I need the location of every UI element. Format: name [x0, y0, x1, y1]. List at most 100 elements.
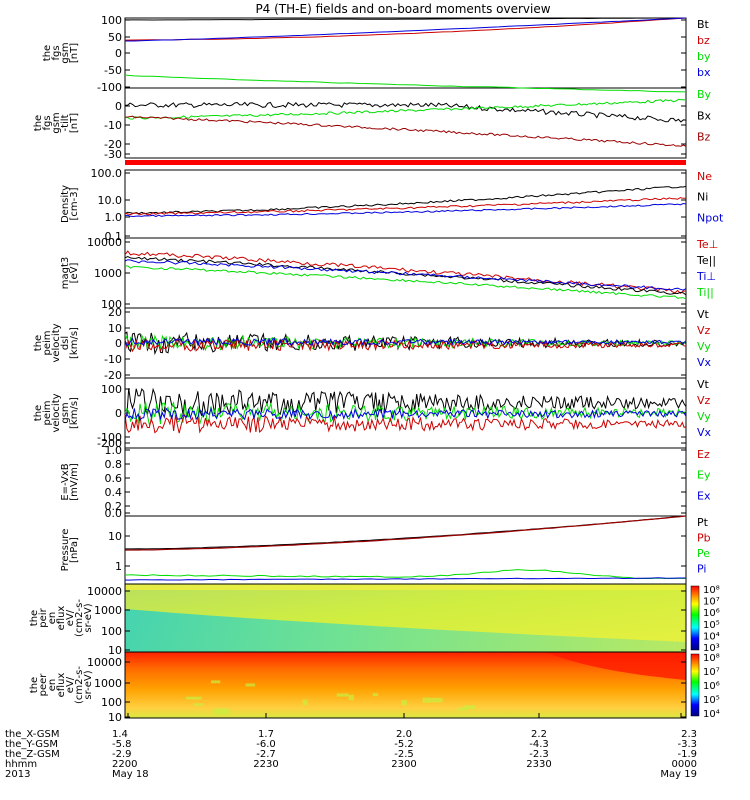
x-tick-label: 2.0	[396, 729, 412, 740]
x-tick-label: -4.3	[529, 739, 549, 750]
series-vz-dsl	[124, 337, 687, 353]
y-tick-label: 10000	[87, 585, 122, 598]
figure-title: P4 (TH-E) fields and on-board moments ov…	[255, 2, 550, 16]
series-pb	[124, 515, 687, 551]
x-tick-label: 0000	[672, 759, 697, 770]
x-tick-label: 2200	[112, 759, 137, 770]
y-tick-label: 0	[115, 407, 122, 420]
x-tick-label: -2.5	[394, 749, 414, 760]
y-axis-label: [nT]	[69, 43, 80, 63]
y-axis-label: the	[33, 405, 44, 421]
y-tick-label: 10	[108, 644, 122, 657]
series-te-par	[124, 256, 687, 296]
series-bx-gsm	[125, 101, 687, 123]
y-tick-label: 1.0	[105, 444, 123, 457]
y-tick-label: 100	[101, 383, 122, 396]
spectrogram-high-flux-band	[125, 652, 686, 680]
legend-vz: Vz	[697, 394, 711, 407]
y-tick-label: 0	[115, 100, 122, 113]
y-axis-label: Pressure	[60, 529, 71, 572]
colorbar-tick-label: 10⁷	[703, 597, 720, 608]
x-tick-label: -1.9	[677, 749, 697, 760]
y-tick-label: 0.4	[105, 486, 123, 499]
legend-vz: Vz	[697, 324, 711, 337]
legend-vx: Vx	[697, 426, 712, 439]
x-tick-label: -2.7	[256, 749, 276, 760]
spectrogram-patch	[464, 705, 475, 710]
legend-ti: Ti⊥	[696, 270, 716, 283]
y-axis-label: the	[29, 610, 40, 626]
spectrogram-patch	[348, 694, 354, 701]
y-tick-label: -100	[97, 81, 122, 94]
y-tick-label: -10	[104, 353, 122, 366]
y-axis-label: eV/	[65, 609, 76, 626]
y-axis-label: -tilt	[60, 114, 71, 131]
legend-bt: Bt	[697, 18, 710, 31]
x-row-label: hhmm	[5, 759, 37, 770]
x-tick-label: -3.3	[677, 739, 697, 750]
y-tick-label: 100	[101, 625, 122, 638]
y-axis-label: the	[33, 115, 44, 131]
y-tick-label: 50	[108, 31, 122, 44]
y-tick-label: 0.6	[105, 472, 123, 485]
y-axis-label: [mV/m]	[69, 463, 80, 501]
series-ti-par	[124, 265, 687, 300]
legend-by: By	[697, 88, 712, 101]
y-axis-label: sr-eV)	[83, 603, 94, 632]
legend-bx: bx	[697, 66, 711, 79]
y-tick-label: 10000	[87, 656, 122, 669]
x-tick-label: -2.9	[112, 749, 132, 760]
series-vz-gsm	[124, 413, 687, 434]
legend-vx: Vx	[697, 356, 712, 369]
y-tick-label: 20	[108, 306, 122, 319]
spectrogram-low-energy-band	[125, 609, 686, 652]
legend-vy: Vy	[697, 410, 711, 423]
x-tick-label: -2.3	[529, 749, 549, 760]
y-axis-label: en	[47, 679, 58, 692]
spectrogram-patch	[186, 696, 202, 700]
y-tick-label: 10	[108, 322, 122, 335]
y-axis-label: the	[29, 677, 40, 693]
series-pe	[124, 569, 687, 580]
colorbar-tick-label: 10⁶	[703, 681, 720, 692]
y-tick-label: -50	[104, 64, 122, 77]
x-tick-label: 2300	[391, 759, 416, 770]
x-row-label: the_X-GSM	[5, 729, 59, 740]
legend-pt: Pt	[697, 516, 709, 529]
legend-npot: Npot	[697, 211, 724, 224]
x-axis-labels: the_X-GSM 1.4 1.7 2.0 2.2 2.3 the_Y-GSM -5.8 -6.…	[5, 713, 697, 780]
panel-frame	[124, 87, 687, 159]
legend-ni: Ni	[697, 191, 708, 204]
y-tick-label: 1	[115, 560, 122, 573]
y-axis-label: [nT]	[69, 113, 80, 133]
series-vx-gsm	[124, 406, 687, 421]
legend-vt: Vt	[697, 378, 710, 391]
series-vx-dsl	[124, 337, 687, 347]
series-by-gsm	[124, 98, 687, 120]
y-axis-label: sr-eV)	[83, 670, 94, 699]
legend-te: Te⊥	[696, 238, 718, 251]
series-pi	[124, 577, 686, 581]
legend-vt: Vt	[697, 308, 710, 321]
spectrogram-patch	[429, 697, 443, 703]
x-tick-label: 1.4	[112, 729, 128, 740]
legend-bz: bz	[697, 34, 710, 47]
y-tick-label: -20	[104, 138, 122, 151]
colorbar	[690, 653, 700, 717]
x-tick-label: 2.2	[531, 729, 547, 740]
series-bx	[125, 17, 687, 42]
panel-frame	[124, 651, 687, 719]
y-tick-label: 0.0	[105, 507, 123, 520]
spectrogram-patch	[302, 699, 308, 706]
x-row-label: the_Z-GSM	[5, 749, 60, 760]
colorbar-tick-label: 10⁸	[703, 653, 720, 664]
legend-vy: Vy	[697, 340, 711, 353]
series-ne	[124, 197, 686, 216]
x-tick-label: 2.3	[681, 729, 697, 740]
legend-by: by	[697, 50, 711, 63]
legend-ne: Ne	[697, 170, 712, 183]
series-bt	[125, 17, 687, 21]
series-bz	[124, 17, 687, 41]
